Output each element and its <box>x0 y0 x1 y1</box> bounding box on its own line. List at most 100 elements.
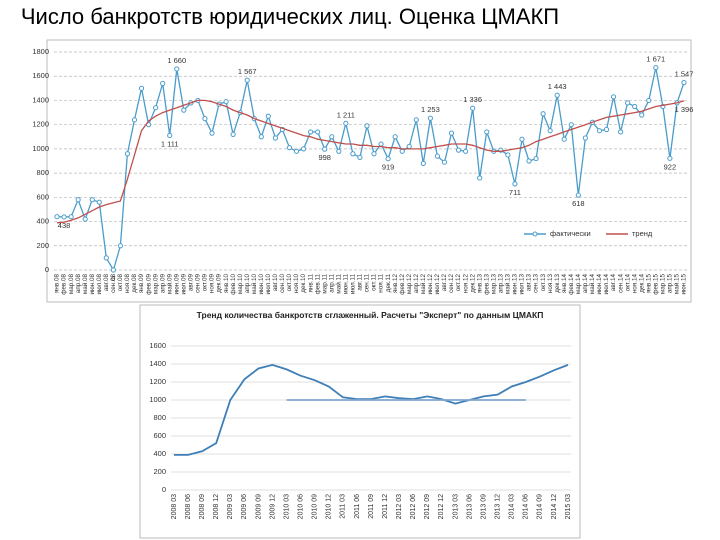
legend-label: фактически <box>550 229 591 238</box>
y-tick-label: 200 <box>153 467 166 476</box>
x-tick-label: окт.10 <box>286 274 293 292</box>
point <box>533 155 539 162</box>
x-tick-label: 2014 03 <box>509 494 516 519</box>
x-tick-label: 2013 09 <box>480 494 487 519</box>
series-line <box>56 99 685 224</box>
x-tick-label: мар.13 <box>490 274 497 295</box>
point <box>322 146 328 152</box>
y-tick-label: 600 <box>36 192 49 201</box>
point <box>519 136 525 142</box>
x-tick-label: 2014 09 <box>537 494 544 519</box>
point <box>244 77 250 83</box>
x-tick-label: ноя.14 <box>631 274 638 294</box>
x-tick-label: янв.15 <box>645 274 652 293</box>
point <box>639 112 645 118</box>
point <box>286 145 293 151</box>
x-tick-label: сен.14 <box>617 274 624 293</box>
point <box>103 255 109 261</box>
x-tick-label: окт.11 <box>371 274 378 291</box>
x-tick-label: 2010 06 <box>297 494 304 519</box>
x-tick-label: ноя.08 <box>124 274 131 294</box>
x-tick-label: янв.12 <box>392 274 399 293</box>
point <box>413 117 419 123</box>
x-tick-label: 2010 12 <box>326 494 333 519</box>
x-tick-label: июл.09 <box>180 274 187 295</box>
x-tick-label: ноя.09 <box>209 274 216 294</box>
point <box>681 80 687 86</box>
point <box>54 214 60 220</box>
x-tick-label: 2011 06 <box>354 494 361 519</box>
y-tick-label: 600 <box>153 431 166 440</box>
point <box>448 130 455 136</box>
x-tick-label: июн.10 <box>258 274 265 295</box>
data-label: 1 253 <box>421 105 440 114</box>
y-tick-label: 1000 <box>149 395 166 404</box>
x-tick-label: 2014 12 <box>551 494 558 519</box>
x-tick-label: мар.08 <box>68 274 75 295</box>
y-tick-label: 400 <box>36 217 49 226</box>
x-tick-label: сен.10 <box>279 274 286 293</box>
point <box>350 151 356 157</box>
x-tick-label: 2009 09 <box>255 494 262 519</box>
x-tick-label: дек.09 <box>216 274 223 293</box>
point <box>336 148 342 154</box>
x-tick-label: 2011 03 <box>340 494 347 519</box>
point <box>646 97 652 104</box>
data-label: 1 111 <box>161 139 179 148</box>
x-tick-label: 2014 06 <box>523 494 530 519</box>
data-label: 1 660 <box>167 56 186 65</box>
point <box>272 135 278 141</box>
data-label: 1 671 <box>646 55 665 64</box>
x-tick-label: фев.09 <box>145 274 152 295</box>
data-label: 618 <box>572 199 585 208</box>
point <box>617 129 624 135</box>
x-tick-label: фев.14 <box>568 274 575 295</box>
point <box>209 130 215 136</box>
y-tick-label: 0 <box>45 265 49 274</box>
x-tick-label: авг.10 <box>272 274 279 292</box>
point <box>540 111 546 117</box>
y-tick-label: 1600 <box>149 341 166 350</box>
point <box>329 134 335 140</box>
x-tick-label: июн.14 <box>596 274 603 295</box>
x-tick-label: июн.15 <box>681 274 688 295</box>
x-tick-label: окт.13 <box>540 274 547 292</box>
point <box>82 216 88 222</box>
x-tick-label: янв.10 <box>223 274 230 293</box>
x-tick-label: апр.12 <box>413 274 420 294</box>
x-tick-label: фев.12 <box>399 274 406 295</box>
point <box>138 85 145 91</box>
point <box>610 94 617 100</box>
x-tick-label: июл.13 <box>519 274 526 295</box>
x-tick-label: сен.09 <box>195 274 202 293</box>
point <box>202 116 208 122</box>
legend-marker <box>532 231 538 237</box>
x-tick-label: янв.08 <box>54 274 61 293</box>
y-tick-label: 1400 <box>149 359 166 368</box>
x-tick-label: апр.10 <box>244 274 251 294</box>
x-tick-label: апр.08 <box>75 274 82 294</box>
point <box>258 134 264 140</box>
x-tick-label: дек.08 <box>131 274 138 293</box>
point <box>89 197 95 203</box>
point <box>265 113 271 119</box>
point <box>61 214 67 220</box>
point <box>582 135 588 141</box>
point <box>371 151 377 157</box>
chart-title: Тренд количества банкротств сглаженный. … <box>196 310 544 320</box>
x-tick-label: 2008 03 <box>171 494 178 519</box>
x-tick-label: фев.15 <box>652 274 659 295</box>
x-tick-label: май.08 <box>81 274 89 295</box>
x-tick-label: май.11 <box>334 274 342 294</box>
x-tick-label: мар.15 <box>660 274 667 295</box>
x-tick-label: авг.11 <box>357 274 364 291</box>
point <box>174 66 180 72</box>
point <box>131 117 138 123</box>
point <box>364 123 370 129</box>
x-tick-label: ноя.11 <box>378 274 385 293</box>
x-tick-label: авг.13 <box>526 274 533 292</box>
x-tick-label: май.09 <box>165 274 173 295</box>
x-tick-label: 2010 03 <box>283 494 290 519</box>
y-tick-label: 1200 <box>32 120 49 129</box>
